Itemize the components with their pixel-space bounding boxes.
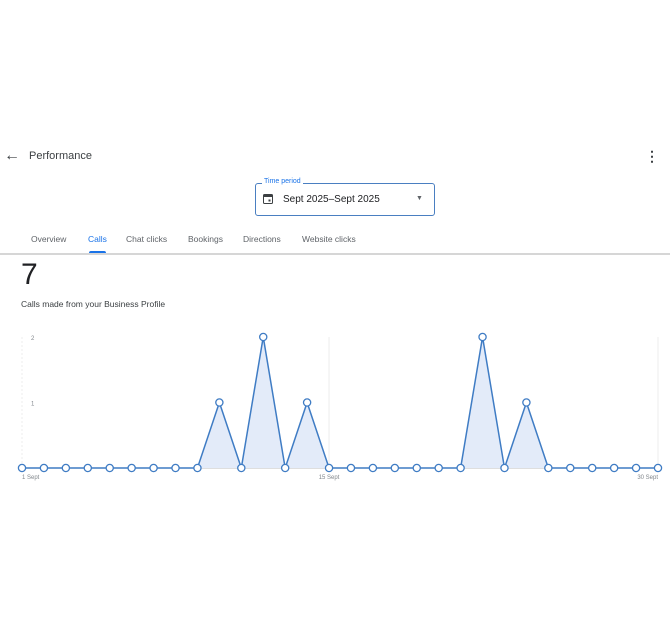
data-point xyxy=(61,463,71,473)
active-tab-indicator xyxy=(89,251,106,253)
data-point xyxy=(149,463,158,473)
more-vert-icon[interactable]: ⋮ xyxy=(645,148,659,164)
data-point xyxy=(258,332,268,342)
time-period-value: Sept 2025–Sept 2025 xyxy=(283,194,380,205)
data-point xyxy=(105,463,114,473)
data-point xyxy=(83,463,93,473)
calendar-icon xyxy=(263,194,273,204)
dropdown-caret-icon: ▼ xyxy=(416,195,423,202)
data-point xyxy=(17,463,27,473)
metric-description: Calls made from your Business Profile xyxy=(21,299,166,309)
x-tick-label: 30 Sept xyxy=(637,475,658,481)
data-point xyxy=(171,463,180,473)
tab-directions[interactable]: Directions xyxy=(243,234,281,244)
total-calls-value: 7 xyxy=(21,258,38,291)
tab-website-clicks[interactable]: Website clicks xyxy=(302,234,356,244)
page-title: Performance xyxy=(29,150,92,162)
data-point xyxy=(587,463,597,473)
series-line xyxy=(22,336,658,469)
data-point xyxy=(127,463,136,473)
calls-chart: 1 Sept 15 Sept 30 Sept 1 2 xyxy=(17,332,663,481)
data-point xyxy=(215,398,224,407)
data-point xyxy=(280,463,290,473)
time-period-label: Time period xyxy=(262,178,303,185)
x-tick-label: 1 Sept xyxy=(22,475,40,481)
data-point xyxy=(193,463,202,473)
back-arrow-icon[interactable]: ← xyxy=(4,147,20,164)
series-area xyxy=(22,337,658,468)
data-point xyxy=(368,463,378,473)
data-point xyxy=(566,463,575,473)
tab-calls[interactable]: Calls xyxy=(88,234,107,244)
data-point xyxy=(39,463,49,473)
tabs-divider xyxy=(0,253,670,255)
tab-bookings[interactable]: Bookings xyxy=(188,234,223,244)
time-period-select[interactable]: Time period Sept 2025–Sept 2025 ▼ xyxy=(255,178,435,216)
tab-chat-clicks[interactable]: Chat clicks xyxy=(126,234,168,244)
x-tick-label: 15 Sept xyxy=(319,475,340,481)
data-point xyxy=(302,398,312,407)
data-point xyxy=(346,463,356,473)
data-point xyxy=(434,463,443,473)
data-point xyxy=(390,463,400,473)
y-tick-label: 1 xyxy=(31,402,35,408)
data-point xyxy=(237,463,246,473)
tab-overview[interactable]: Overview xyxy=(31,234,67,244)
data-point xyxy=(653,463,663,473)
data-point xyxy=(412,463,422,473)
data-point xyxy=(500,463,509,473)
data-point xyxy=(522,398,531,407)
data-point xyxy=(456,463,465,473)
data-point xyxy=(609,463,619,473)
data-point xyxy=(478,332,487,342)
data-point xyxy=(631,463,641,473)
data-point xyxy=(544,463,553,473)
data-point xyxy=(324,463,334,473)
y-tick-label: 2 xyxy=(31,336,35,342)
